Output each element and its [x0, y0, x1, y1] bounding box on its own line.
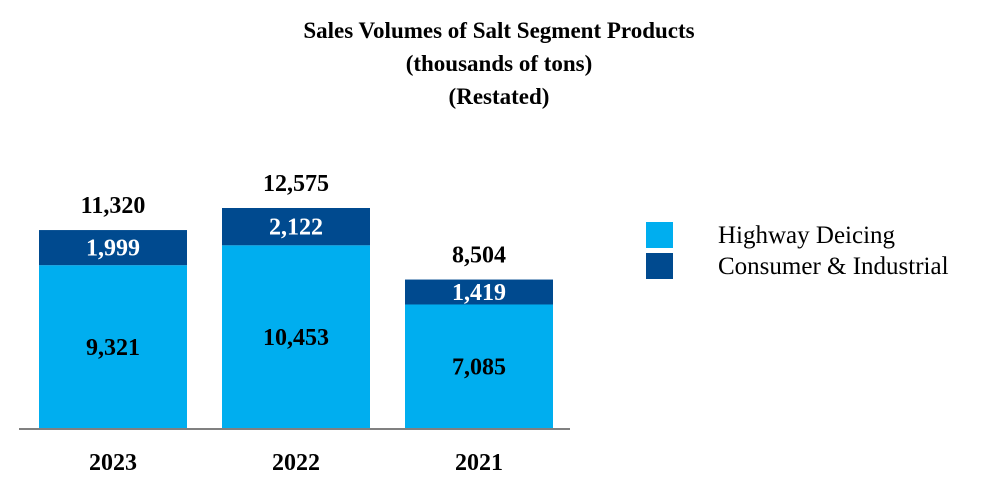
bars: [39, 208, 553, 429]
label-total-2023: 11,320: [81, 193, 146, 219]
bar-consumer-industrial-2022: [222, 208, 370, 246]
label-highway-deicing-2021: 7,085: [452, 355, 506, 381]
chart-title-line-3: (Restated): [449, 84, 550, 109]
bar-highway-deicing-2023: [39, 265, 187, 429]
chart-title-line-1: Sales Volumes of Salt Segment Products: [303, 18, 694, 43]
chart-title: Sales Volumes of Salt Segment Products (t…: [303, 18, 694, 109]
bar-highway-deicing-2021: [405, 304, 553, 429]
label-highway-deicing-2022: 10,453: [263, 325, 329, 351]
x-tick-2023: 2023: [89, 450, 137, 476]
legend-label-consumer-industrial: Consumer & Industrial: [718, 253, 949, 280]
chart-title-line-2: (thousands of tons): [406, 51, 593, 76]
bar-consumer-industrial-2021: [405, 279, 553, 305]
bar-consumer-industrial-2023: [39, 230, 187, 266]
x-tick-2022: 2022: [272, 450, 320, 476]
label-highway-deicing-2023: 9,321: [86, 335, 140, 361]
legend-label-highway-deicing: Highway Deicing: [718, 222, 896, 249]
label-consumer-industrial-2022: 2,122: [269, 215, 323, 241]
data-labels: 9,321 1,999 11,320 10,453 2,122 12,575 7,085 1,…: [81, 171, 506, 381]
legend-swatch-consumer-industrial: [646, 253, 673, 279]
bar-highway-deicing-2022: [222, 245, 370, 429]
label-total-2022: 12,575: [263, 171, 329, 197]
x-tick-2021: 2021: [455, 450, 503, 476]
x-axis-tick-labels: 2023 2022 2021: [89, 450, 503, 476]
legend: Highway Deicing Consumer & Industrial: [646, 222, 949, 280]
label-consumer-industrial-2023: 1,999: [86, 236, 140, 262]
label-total-2021: 8,504: [452, 243, 506, 269]
legend-swatch-highway-deicing: [646, 222, 673, 248]
label-consumer-industrial-2021: 1,419: [452, 280, 506, 306]
